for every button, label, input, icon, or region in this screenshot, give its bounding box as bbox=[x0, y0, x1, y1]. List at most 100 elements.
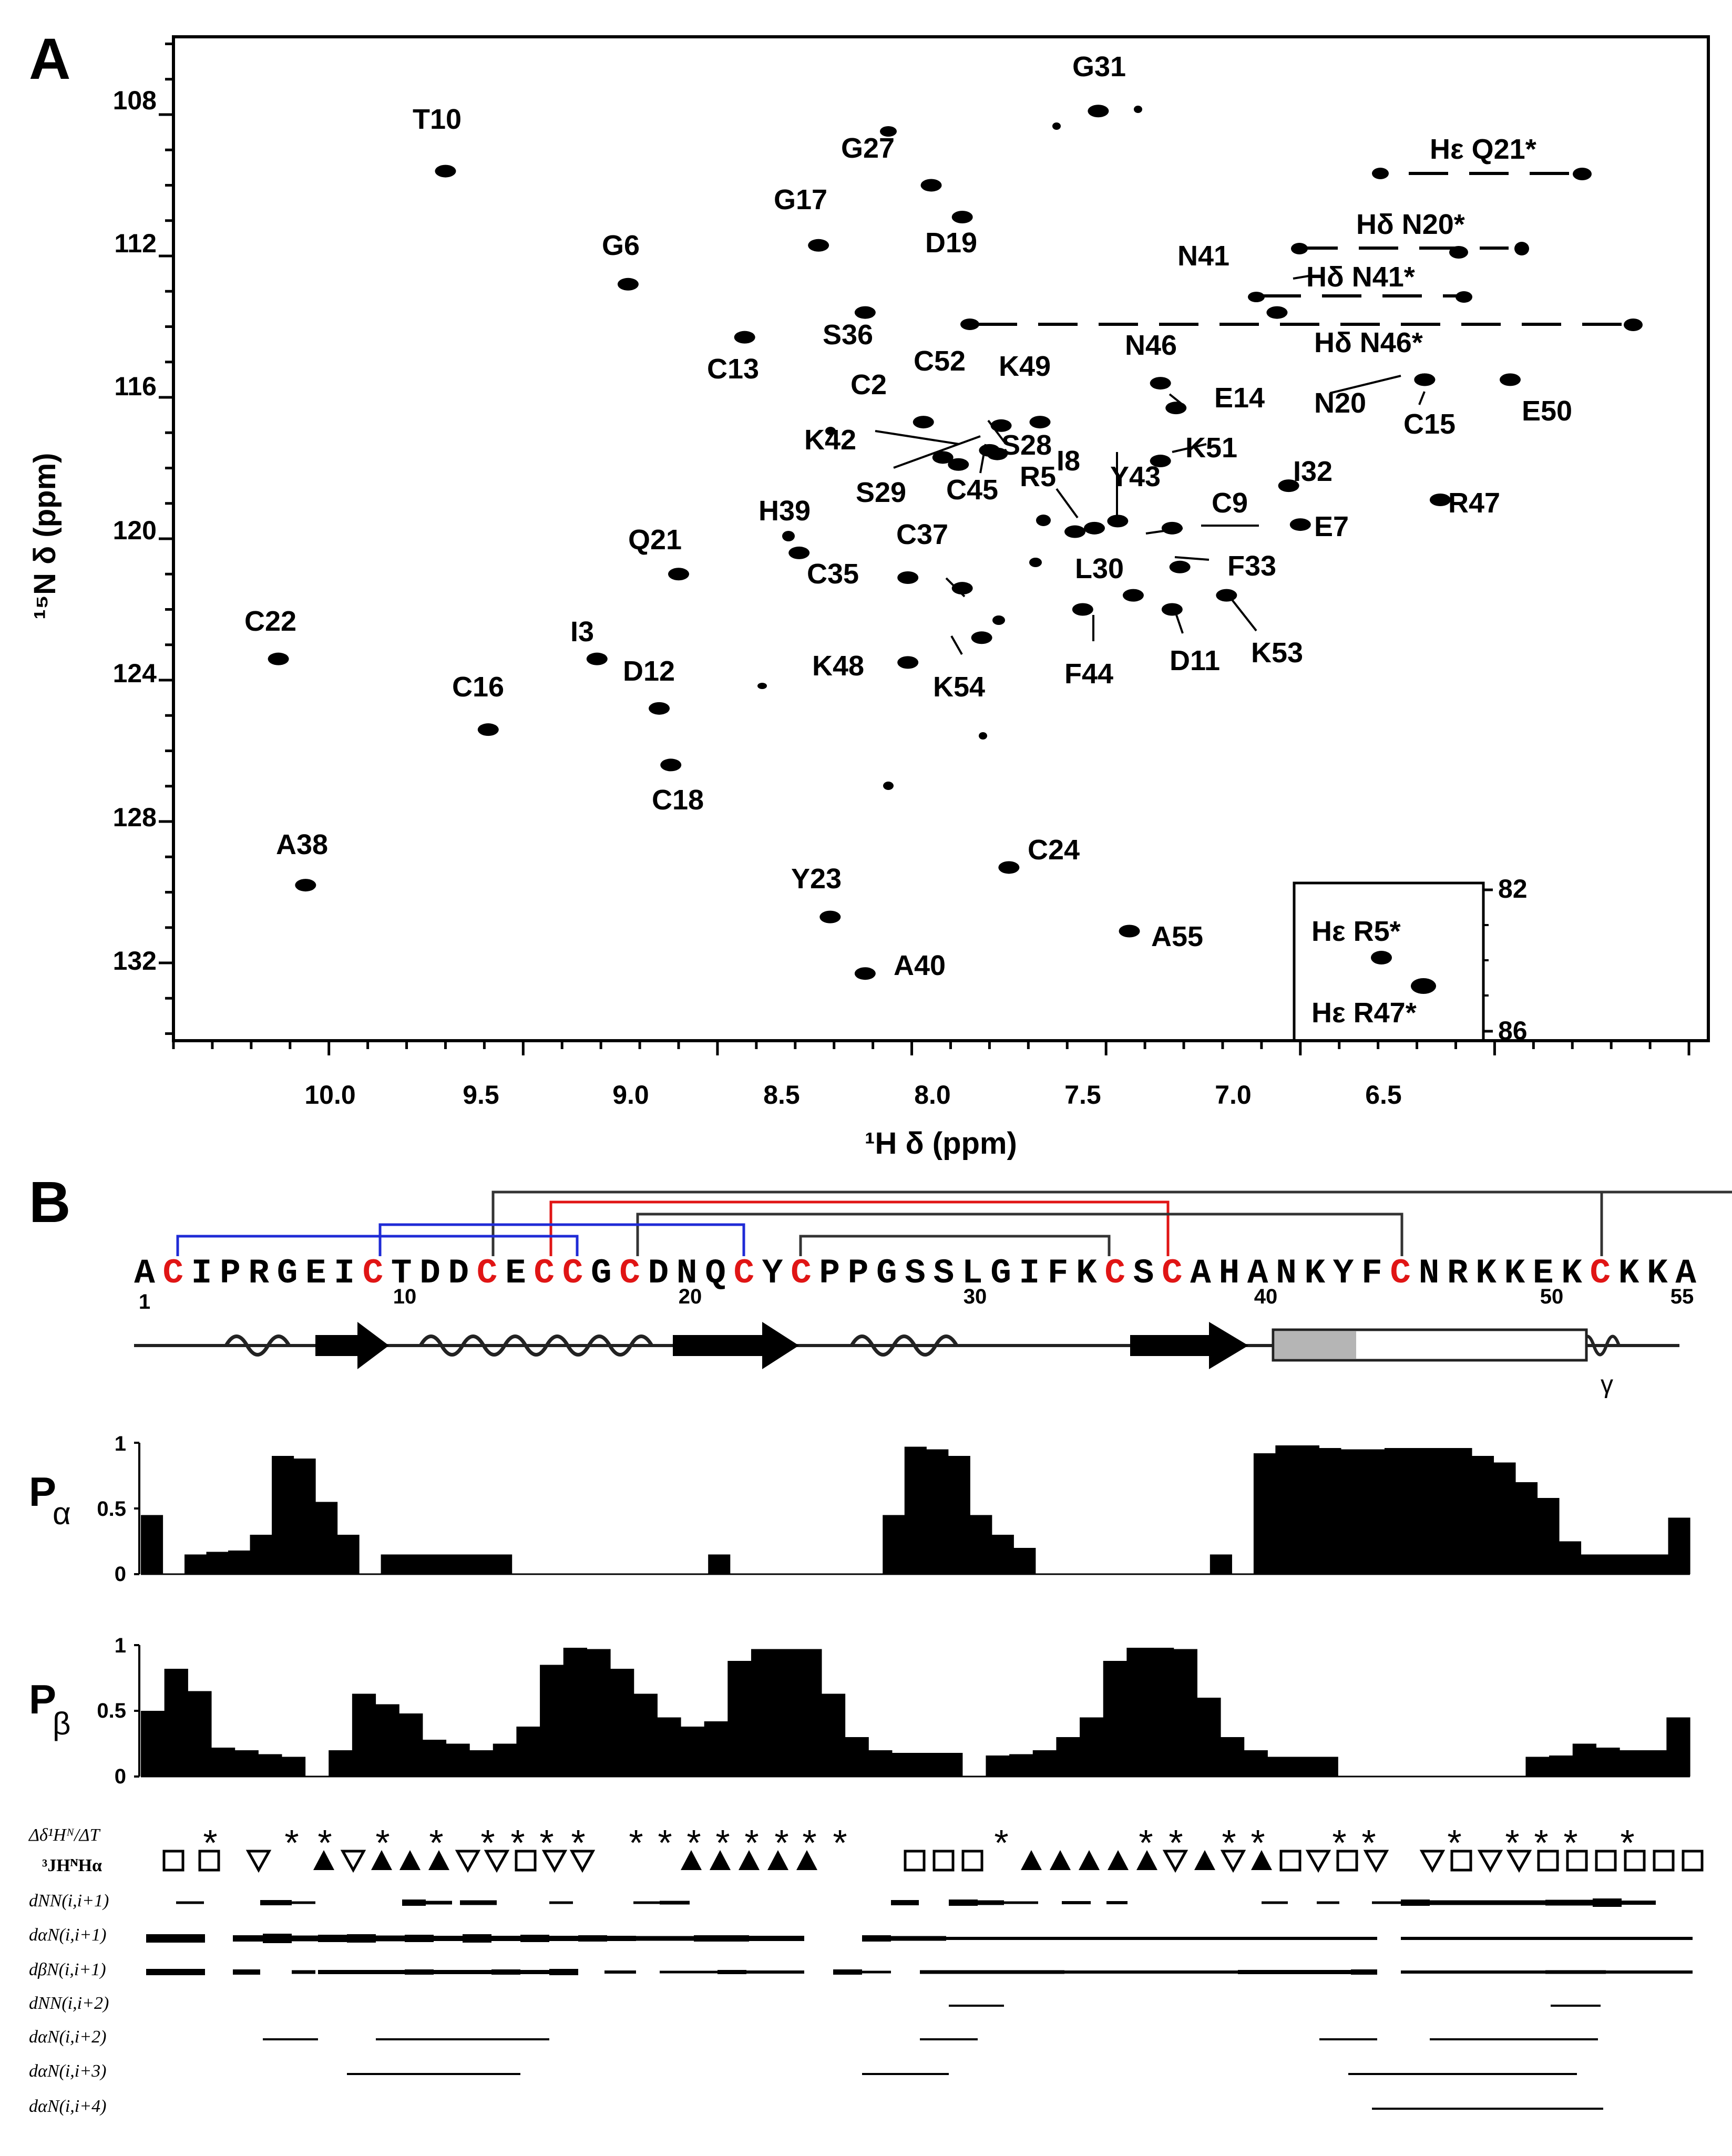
peak-label: C18 bbox=[652, 784, 704, 816]
residue: C bbox=[363, 1254, 384, 1293]
peak-label: C9 bbox=[1212, 487, 1248, 519]
noe-bar bbox=[920, 1970, 978, 1974]
j-coupling-filled-triangle bbox=[371, 1850, 392, 1870]
peak-d11 bbox=[1161, 603, 1183, 616]
noe-bar bbox=[318, 1935, 347, 1942]
peak-k53 bbox=[1216, 589, 1237, 602]
noe-bar bbox=[376, 1935, 405, 1942]
noe-bar bbox=[1516, 1937, 1574, 1940]
prob-bar bbox=[1173, 1649, 1197, 1777]
noe-bar bbox=[1430, 1900, 1488, 1905]
prob-bar bbox=[708, 1554, 731, 1574]
peak-label: C15 bbox=[1403, 408, 1456, 440]
row-label-temp: Δδ¹Hᴺ/ΔT bbox=[28, 1825, 101, 1845]
peak-e14 bbox=[1165, 402, 1187, 415]
prob-bar bbox=[206, 1552, 229, 1574]
noe-bar bbox=[833, 1969, 862, 1975]
prob-bar bbox=[258, 1754, 282, 1777]
pbeta-bars bbox=[141, 1648, 1690, 1778]
noe-bar bbox=[1430, 1970, 1545, 1974]
disulfide-bridges bbox=[176, 1190, 1732, 1256]
prob-bar bbox=[563, 1648, 587, 1777]
peak-label: D12 bbox=[623, 655, 675, 687]
prob-bar bbox=[1197, 1698, 1221, 1777]
y-tick-labels: 108 112 116 120 124 128 132 bbox=[113, 86, 157, 976]
j-coupling-square bbox=[1279, 1850, 1301, 1872]
noe-bar bbox=[1632, 1937, 1693, 1940]
prob-bar bbox=[281, 1757, 306, 1777]
residue-number: 30 bbox=[964, 1285, 987, 1308]
y-tick-label: 132 bbox=[113, 946, 157, 976]
residue: N bbox=[1419, 1254, 1440, 1293]
pbeta-tick: 0 bbox=[115, 1765, 126, 1788]
noe-bar bbox=[1372, 2108, 1488, 2110]
residue-number: 40 bbox=[1254, 1285, 1278, 1308]
residue: S bbox=[905, 1254, 926, 1293]
j-coupling-open-triangle bbox=[455, 1850, 481, 1873]
noe-bar bbox=[263, 2038, 318, 2040]
prob-bar bbox=[657, 1717, 681, 1777]
prob-bar bbox=[1384, 1448, 1407, 1574]
noe-bar bbox=[405, 1935, 434, 1942]
noe-bar bbox=[1661, 1970, 1693, 1974]
prob-bar bbox=[727, 1661, 752, 1777]
peak-c15 bbox=[1414, 373, 1436, 386]
prob-bar bbox=[293, 1459, 316, 1574]
prob-bar bbox=[948, 1456, 970, 1574]
prob-bar bbox=[991, 1535, 1014, 1574]
residue: G bbox=[277, 1254, 298, 1293]
noe-bar bbox=[1319, 2038, 1377, 2040]
noe-bar bbox=[233, 1969, 260, 1975]
j-coupling-square bbox=[1336, 1850, 1358, 1872]
j-coupling-open-triangle bbox=[541, 1850, 568, 1873]
peak-c18 bbox=[660, 758, 682, 772]
prob-bar bbox=[188, 1691, 212, 1777]
palpha-bars bbox=[141, 1445, 1690, 1575]
peak-d19 bbox=[951, 210, 973, 223]
peak-c45 bbox=[987, 447, 1008, 460]
prob-bar bbox=[1559, 1541, 1582, 1574]
noe-bar bbox=[402, 1900, 426, 1906]
residue: G bbox=[591, 1254, 612, 1293]
noe-bar bbox=[746, 1970, 804, 1974]
noe-bar bbox=[1120, 1970, 1177, 1974]
noe-bar bbox=[1177, 1970, 1238, 1974]
peak-label: C45 bbox=[946, 474, 998, 506]
peak-e7 bbox=[1289, 518, 1311, 531]
peak-labels: G31 T10 G27 Hε Q21* G17 D19 G6 Hδ N20* N… bbox=[244, 51, 1572, 1029]
sidechain-peak bbox=[1291, 243, 1308, 254]
residue: L bbox=[962, 1254, 983, 1293]
peak-label: S28 bbox=[1001, 429, 1052, 461]
prob-bar bbox=[798, 1649, 822, 1777]
y-tick-label: 128 bbox=[113, 803, 157, 832]
temp-coefficient-asterisk: * bbox=[1620, 1822, 1634, 1863]
noe-bar bbox=[176, 1901, 204, 1904]
peak-label: N41 bbox=[1177, 240, 1229, 272]
j-coupling-square bbox=[1653, 1850, 1675, 1872]
peak-s29 bbox=[948, 458, 969, 471]
palpha-subscript: α bbox=[53, 1496, 71, 1531]
prob-bar bbox=[1450, 1448, 1472, 1574]
noe-bar bbox=[292, 1901, 315, 1904]
peak-y23 bbox=[819, 910, 841, 923]
residue: K bbox=[1618, 1254, 1639, 1293]
peaks bbox=[268, 105, 1521, 980]
small-peak bbox=[1134, 106, 1142, 113]
prob-bar bbox=[633, 1693, 658, 1777]
bridge-c2-c15 bbox=[176, 1235, 579, 1256]
residue: P bbox=[848, 1254, 869, 1293]
prob-bar bbox=[751, 1649, 775, 1777]
noe-bar bbox=[1004, 1901, 1038, 1904]
temp-coefficient-asterisk: * bbox=[994, 1822, 1008, 1863]
noe-bar bbox=[978, 1900, 1004, 1905]
noe-bar bbox=[520, 1935, 549, 1942]
residue: R bbox=[248, 1254, 269, 1293]
peak-q21 bbox=[668, 568, 690, 581]
prob-bar bbox=[1056, 1737, 1080, 1777]
peak-i8 bbox=[1084, 521, 1105, 535]
noe-bar bbox=[460, 1900, 497, 1905]
x-tick-label: 9.0 bbox=[612, 1080, 649, 1110]
j-coupling-filled-triangle bbox=[1021, 1850, 1042, 1870]
noe-bar bbox=[491, 2038, 549, 2040]
peak-label: G27 bbox=[841, 132, 895, 164]
